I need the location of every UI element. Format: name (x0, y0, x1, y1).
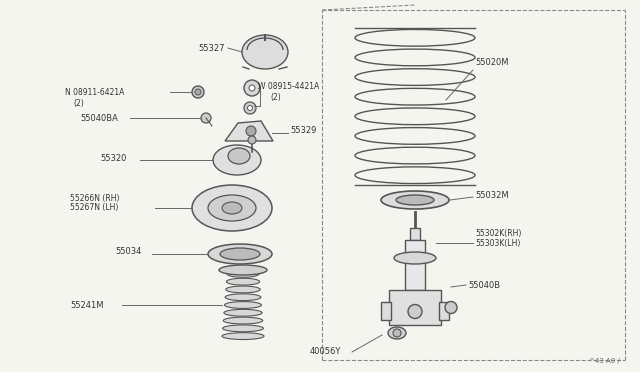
Circle shape (192, 86, 204, 98)
Ellipse shape (220, 248, 260, 260)
Text: 55040B: 55040B (468, 280, 500, 289)
Text: W 08915-4421A: W 08915-4421A (258, 82, 319, 91)
Circle shape (244, 80, 260, 96)
Circle shape (249, 85, 255, 91)
Circle shape (248, 106, 253, 110)
Circle shape (195, 89, 201, 95)
Text: (2): (2) (73, 99, 84, 108)
Bar (389, 290, 441, 325)
Circle shape (246, 126, 256, 136)
Circle shape (201, 113, 211, 123)
Ellipse shape (388, 327, 406, 339)
Ellipse shape (228, 148, 250, 164)
Ellipse shape (226, 286, 260, 293)
Ellipse shape (225, 294, 261, 301)
Ellipse shape (225, 302, 262, 308)
Text: 55327: 55327 (198, 44, 225, 52)
Text: 55320: 55320 (100, 154, 126, 163)
Ellipse shape (227, 278, 260, 285)
Text: 55040BA: 55040BA (80, 113, 118, 122)
Text: 55266N (RH): 55266N (RH) (70, 194, 120, 203)
Circle shape (244, 102, 256, 114)
Ellipse shape (227, 270, 259, 277)
Circle shape (393, 329, 401, 337)
Circle shape (445, 301, 457, 314)
Ellipse shape (396, 195, 434, 205)
Ellipse shape (222, 202, 242, 214)
Text: 55303K(LH): 55303K(LH) (475, 239, 520, 248)
Text: (2): (2) (270, 93, 281, 102)
Text: 55241M: 55241M (70, 301, 104, 310)
Text: ^43 A0 /: ^43 A0 / (589, 358, 620, 364)
Polygon shape (225, 121, 273, 141)
Bar (410, 228, 420, 240)
Text: 55267N (LH): 55267N (LH) (70, 203, 118, 212)
Text: 55020M: 55020M (475, 58, 509, 67)
Ellipse shape (208, 195, 256, 221)
Ellipse shape (394, 252, 436, 264)
Ellipse shape (381, 191, 449, 209)
Text: 55302K(RH): 55302K(RH) (475, 229, 522, 238)
Circle shape (408, 305, 422, 318)
Text: 40056Y: 40056Y (310, 347, 341, 356)
Ellipse shape (213, 145, 261, 175)
Bar (381, 302, 391, 320)
Text: 55329: 55329 (290, 125, 316, 135)
Text: 55034: 55034 (115, 247, 141, 257)
Text: 55032M: 55032M (475, 190, 509, 199)
Ellipse shape (242, 35, 288, 69)
Ellipse shape (192, 185, 272, 231)
Ellipse shape (223, 325, 264, 332)
Ellipse shape (222, 333, 264, 340)
Ellipse shape (219, 265, 267, 275)
Bar (439, 302, 449, 320)
Circle shape (248, 136, 256, 144)
Ellipse shape (223, 317, 263, 324)
Bar (405, 240, 425, 290)
Text: N 08911-6421A: N 08911-6421A (65, 88, 124, 97)
Ellipse shape (224, 310, 262, 316)
Ellipse shape (208, 244, 272, 264)
